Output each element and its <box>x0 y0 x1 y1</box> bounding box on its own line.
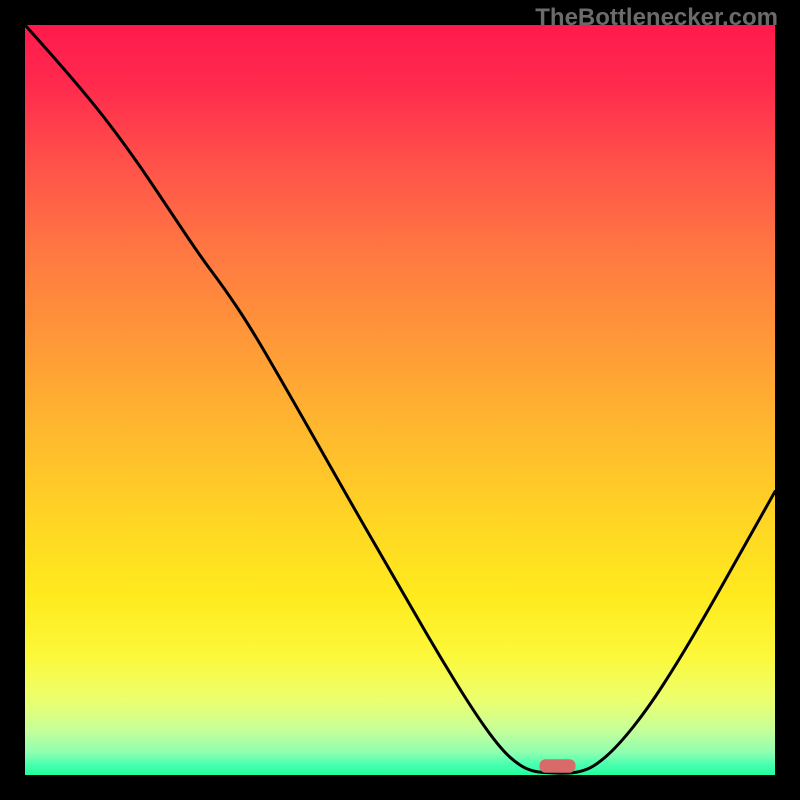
optimal-marker <box>540 759 576 773</box>
watermark-label: TheBottlenecker.com <box>535 4 778 32</box>
chart-container <box>25 25 775 775</box>
gradient-background <box>25 25 775 775</box>
bottleneck-chart-svg <box>25 25 775 775</box>
